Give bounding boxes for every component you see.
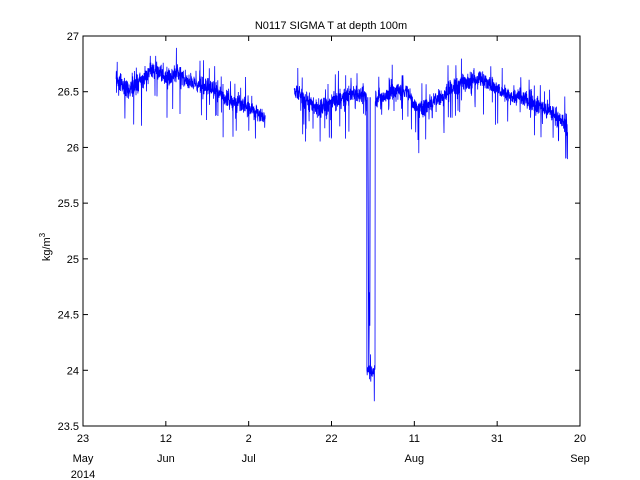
x-month-label: Sep bbox=[570, 453, 590, 465]
x-month-label: Jul bbox=[242, 453, 256, 465]
y-tick-label: 26.5 bbox=[58, 87, 79, 99]
x-month-label: Aug bbox=[405, 453, 425, 465]
y-tick-label: 26 bbox=[67, 142, 79, 154]
x-year-label: 2014 bbox=[71, 469, 95, 480]
x-month-label: Jun bbox=[157, 453, 175, 465]
plot-area bbox=[115, 47, 568, 402]
x-tick-label: 2 bbox=[246, 433, 252, 445]
x-month-label: May bbox=[73, 453, 94, 465]
y-tick-label: 25.5 bbox=[58, 198, 79, 210]
x-tick-label: 23 bbox=[77, 433, 89, 445]
x-tick-label: 22 bbox=[325, 433, 337, 445]
y-axis-label: kg/m3 bbox=[38, 232, 53, 261]
series-line-segment-2 bbox=[293, 58, 568, 402]
y-tick-label: 27 bbox=[67, 31, 79, 43]
chart-title: N0117 SIGMA T at depth 100m bbox=[255, 20, 407, 32]
y-tick-label: 24.5 bbox=[58, 310, 79, 322]
svg-text:kg/m3: kg/m3 bbox=[38, 232, 53, 261]
y-tick-label: 23.5 bbox=[58, 421, 79, 433]
y-tick-label: 24 bbox=[67, 365, 79, 377]
y-axis-label-exponent: 3 bbox=[38, 232, 47, 237]
y-axis-label-unit: kg/m bbox=[41, 237, 53, 261]
x-tick-label: 12 bbox=[160, 433, 172, 445]
x-tick-label: 20 bbox=[574, 433, 586, 445]
x-tick-label: 11 bbox=[409, 433, 420, 445]
y-tick-label: 25 bbox=[67, 254, 79, 266]
x-tick-label: 31 bbox=[491, 433, 503, 445]
series-line-segment-1 bbox=[115, 47, 266, 139]
series-dip bbox=[367, 97, 371, 371]
